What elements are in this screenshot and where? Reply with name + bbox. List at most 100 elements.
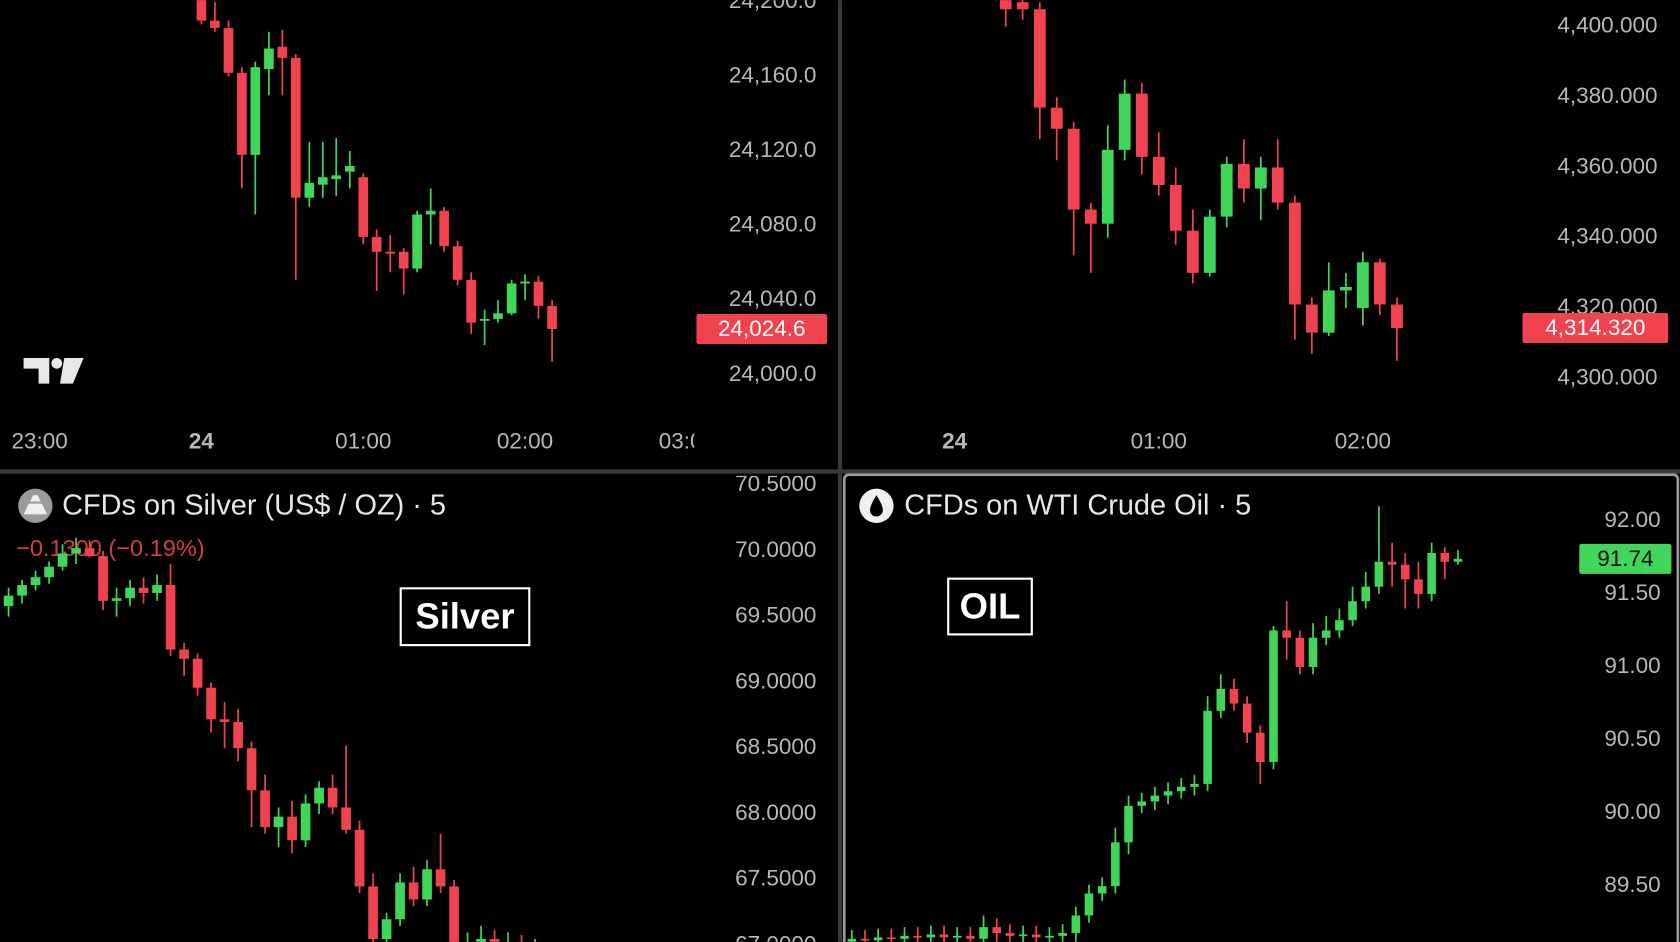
candle-body — [1118, 93, 1131, 150]
y-tick-label: 4,360.000 — [1557, 153, 1657, 178]
candle-body — [1427, 552, 1436, 594]
candle-body — [260, 790, 270, 828]
candle-body — [327, 787, 338, 808]
y-tick-label: 4,400.000 — [1557, 13, 1657, 38]
candle-body — [1137, 801, 1146, 806]
candle-body — [250, 67, 261, 155]
candle-body — [1111, 842, 1120, 887]
candle-body — [98, 556, 108, 601]
candle-body — [847, 938, 857, 942]
candle-body — [926, 934, 936, 938]
candle-body — [1018, 934, 1028, 937]
candle-body — [479, 318, 490, 321]
candle-body — [300, 803, 311, 841]
candle-body — [385, 251, 396, 254]
x-tick-label: 24 — [942, 429, 968, 454]
candle-body — [452, 246, 463, 280]
candle-body — [489, 938, 500, 942]
candle-body — [412, 214, 422, 269]
y-tick-label: 91.50 — [1604, 580, 1660, 605]
candle-body — [398, 251, 409, 269]
chart-panel: 4,300.0004,320.0004,340.0004,360.0004,38… — [942, 0, 1669, 454]
candle-body — [939, 934, 949, 938]
annotation-box — [399, 587, 531, 647]
candle-body — [979, 927, 988, 939]
candle-body — [237, 72, 247, 155]
candle-body — [520, 281, 530, 284]
candle-body — [1237, 163, 1250, 189]
candle-body — [210, 20, 220, 29]
last-price-box — [1579, 543, 1672, 574]
candle-body — [371, 236, 382, 252]
candle-body — [992, 927, 1002, 933]
candle-body — [1256, 732, 1265, 762]
y-tick-label: 91.00 — [1604, 653, 1660, 678]
x-tick-label: 24 — [189, 429, 215, 454]
candle-body — [1216, 688, 1226, 711]
y-tick-label: 24,080.0 — [729, 212, 817, 237]
candle-body — [30, 577, 41, 586]
price-change: −0.1300 (−0.19%) — [16, 535, 205, 561]
candle-body — [304, 182, 315, 198]
candle-body — [1356, 262, 1369, 309]
candle-body — [1186, 230, 1199, 273]
candle-body — [900, 935, 909, 939]
candle-body — [1321, 630, 1331, 638]
x-tick-label: 02:00 — [497, 429, 553, 454]
x-tick-label: 02:00 — [1335, 429, 1391, 454]
y-tick-label: 24,120.0 — [729, 137, 817, 162]
candle-body — [873, 937, 883, 941]
candle-body — [1271, 167, 1284, 203]
x-tick-label: 03:00 — [659, 429, 715, 454]
candle-body — [1163, 791, 1173, 796]
candle-body — [913, 935, 922, 938]
candle-body — [425, 210, 436, 215]
candle-body — [344, 166, 355, 172]
candle-body — [1361, 586, 1371, 602]
candle-body — [125, 587, 135, 599]
candle-body — [1220, 163, 1233, 217]
candle-body — [449, 886, 459, 942]
candle-body — [476, 938, 486, 942]
candle-body — [314, 787, 324, 804]
candle-body — [44, 566, 54, 578]
y-tick-label: 4,300.000 — [1557, 364, 1657, 389]
candle-body — [1084, 209, 1097, 224]
candle-body — [1032, 934, 1041, 938]
x-tick-label: 01:00 — [335, 429, 391, 454]
last-price-box — [1522, 312, 1669, 343]
y-tick-label: 89.50 — [1604, 872, 1660, 897]
candle-body — [408, 882, 419, 900]
candle-body — [152, 585, 162, 593]
candle-body — [179, 649, 189, 659]
candle-body — [1229, 688, 1239, 704]
candle-body — [277, 46, 288, 58]
x-tick-label: 01:00 — [1131, 429, 1187, 454]
oil-icon — [859, 488, 894, 523]
candle-body — [1152, 156, 1165, 185]
candle-body — [1305, 304, 1318, 333]
candle-body — [860, 938, 870, 941]
y-tick-label: 24,160.0 — [729, 62, 817, 87]
candle-body — [368, 886, 378, 939]
time-axis: 24 01:00 02:00 — [942, 429, 1391, 454]
chart-panel: CFDs on Silver (US$ / OZ) · 5 −0.1300 (−0… — [3, 476, 816, 942]
candle-body — [1340, 286, 1352, 291]
candle-body — [223, 28, 234, 73]
candle-body — [1387, 561, 1397, 565]
candle-body — [1084, 893, 1094, 916]
y-tick-label: 69.0000 — [735, 668, 816, 693]
annotation-label: Silver — [415, 595, 514, 636]
candle-body — [1071, 915, 1081, 933]
candle-body — [1289, 202, 1301, 305]
active-panel-border — [842, 473, 1680, 942]
candle-body — [273, 816, 284, 828]
candle-body — [547, 305, 557, 329]
candle-body — [246, 748, 257, 791]
y-tick-label: 90.00 — [1604, 799, 1660, 824]
last-price-label: 91.74 — [1597, 546, 1653, 571]
candle-body — [1373, 262, 1386, 305]
y-tick-label: 67.0000 — [735, 932, 816, 942]
candle-body — [206, 687, 216, 720]
candle-body — [1150, 795, 1160, 802]
